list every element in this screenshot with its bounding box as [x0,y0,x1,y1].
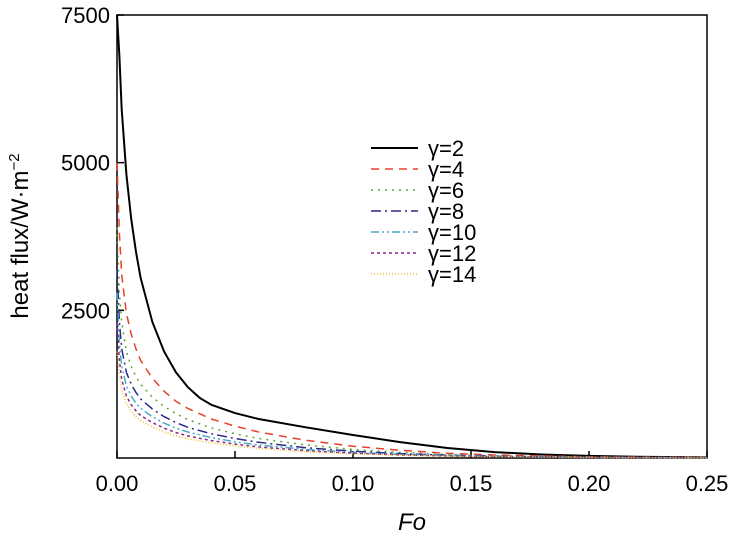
series-line-4 [116,268,708,459]
y-axis-title-main: heat flux/W·m [7,171,34,319]
x-tick-label: 0.05 [214,471,257,496]
x-tick-label: 0.00 [96,471,139,496]
legend-label: γ=2 [428,136,464,161]
series-line-5 [116,292,708,459]
legend-label: γ=14 [428,262,476,287]
legend: γ=2γ=4γ=6γ=8γ=10γ=12γ=14 [371,136,476,287]
y-axis-title: heat flux/W·m−2 [6,153,34,318]
series-line-2 [116,162,708,459]
y-tick-label: 7500 [61,3,110,28]
legend-label: γ=6 [428,178,464,203]
series-line-1 [116,14,708,459]
legend-label: γ=10 [428,220,476,245]
x-axis-title: Fo [398,509,426,535]
y-tick-label: 5000 [61,151,110,176]
legend-label: γ=4 [428,157,464,182]
x-tick-label: 0.20 [568,471,611,496]
series-line-3 [116,227,708,459]
legend-label: γ=12 [428,241,476,266]
x-tick-label: 0.10 [332,471,375,496]
tick-labels: 0.00 0.05 0.10 0.15 0.20 0.25 2500 5000 7500 [61,3,728,496]
axis-ticks [116,14,708,458]
y-axis-title-superscript: −2 [6,153,23,170]
legend-label: γ=8 [428,199,464,224]
series-lines [116,14,708,459]
plot-frame [116,14,708,459]
y-tick-label: 2500 [61,298,110,323]
series-line-6 [116,322,708,459]
x-tick-label: 0.25 [686,471,729,496]
x-tick-label: 0.15 [450,471,493,496]
series-line-7 [116,351,708,459]
